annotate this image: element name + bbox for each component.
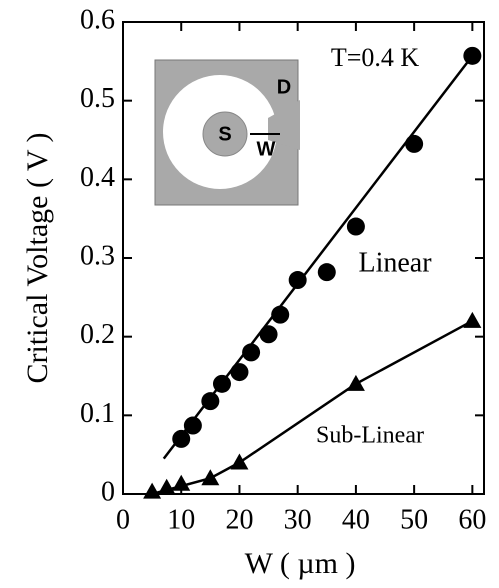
y-tick-label: 0.6 xyxy=(80,4,115,35)
y-tick-label: 0.4 xyxy=(80,162,115,193)
inset: S W D xyxy=(154,59,300,206)
y-tick-label: 0.3 xyxy=(80,240,115,271)
data-point xyxy=(259,325,278,344)
x-tick-label: 20 xyxy=(225,504,253,535)
data-point xyxy=(172,474,191,491)
x-tick-label: 40 xyxy=(342,504,370,535)
data-point xyxy=(317,263,336,282)
x-tick-label: 50 xyxy=(400,504,428,535)
x-tick-label: 30 xyxy=(284,504,312,535)
data-point xyxy=(463,46,482,65)
data-point xyxy=(346,217,365,236)
inset-label: S xyxy=(218,123,231,145)
data-point xyxy=(201,392,220,411)
data-point xyxy=(463,311,482,328)
data-point xyxy=(172,429,191,448)
inset-label: W xyxy=(257,138,276,160)
data-point xyxy=(230,363,249,382)
inset-drain-notch xyxy=(268,100,300,150)
series-label: Sub-Linear xyxy=(316,423,424,449)
y-tick-label: 0.5 xyxy=(80,83,115,114)
y-axis-label: Critical Voltage ( V ) xyxy=(21,132,54,383)
annotation: T=0.4 K xyxy=(331,43,420,72)
y-tick-label: 0.1 xyxy=(80,398,115,429)
data-point xyxy=(201,469,220,486)
series-label: Linear xyxy=(358,247,432,278)
data-point xyxy=(212,374,231,393)
y-tick-label: 0.2 xyxy=(80,319,115,350)
x-tick-label: 0 xyxy=(116,504,130,535)
data-point xyxy=(157,478,176,495)
data-point xyxy=(183,416,202,435)
x-tick-label: 60 xyxy=(458,504,486,535)
x-axis-label: W ( µm ) xyxy=(245,547,356,580)
x-tick-label: 10 xyxy=(167,504,195,535)
data-point xyxy=(346,374,365,391)
data-point xyxy=(143,482,162,499)
fit-line xyxy=(162,55,474,460)
data-point xyxy=(230,453,249,470)
inset-label: D xyxy=(277,76,291,98)
data-point xyxy=(288,271,307,290)
data-point xyxy=(242,343,261,362)
inset-source xyxy=(202,111,248,157)
fit-line xyxy=(151,319,473,496)
y-tick-label: 0 xyxy=(101,476,115,507)
data-point xyxy=(405,134,424,153)
data-point xyxy=(271,305,290,324)
